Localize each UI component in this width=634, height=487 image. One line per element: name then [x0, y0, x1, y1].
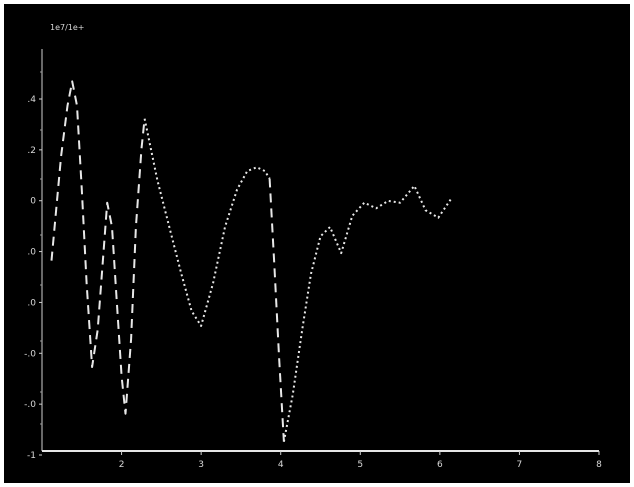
y-tick-label: 0 — [30, 197, 36, 207]
y-tick-label: -1 — [27, 451, 36, 461]
x-tick-label: 5 — [357, 460, 363, 470]
labels-group: 2 3 4 5 6 7 8 .4 .2 0 .0 .0 -.0 -.0 -1 1e7/1e+ — [24, 23, 602, 470]
series-line-dashed-segment — [268, 178, 285, 442]
y-tick-label: .0 — [27, 298, 36, 308]
series-line-dashed-segment — [50, 80, 146, 415]
y-tick-label: .0 — [27, 248, 36, 258]
x-tick-label: 7 — [517, 460, 523, 470]
x-tick-label: 6 — [437, 460, 443, 470]
y-tick-label: .2 — [27, 146, 36, 156]
series-line-dotted-segment — [282, 184, 452, 442]
x-tick-label: 8 — [596, 460, 602, 470]
corner-label: 1e7/1e+ — [50, 23, 85, 32]
x-tick-label: 3 — [198, 460, 204, 470]
series-group — [50, 80, 452, 442]
series-line-dotted-segment — [143, 118, 271, 327]
line-chart: 2 3 4 5 6 7 8 .4 .2 0 .0 .0 -.0 -.0 -1 1e7/1e+ — [24, 23, 602, 470]
axes — [39, 49, 600, 456]
y-tick-label: .4 — [27, 95, 36, 105]
chart-frame: 2 3 4 5 6 7 8 .4 .2 0 .0 .0 -.0 -.0 -1 1e7/1e+ — [4, 4, 630, 483]
y-tick-label: -.0 — [24, 349, 36, 359]
x-tick-label: 2 — [119, 460, 125, 470]
x-tick-label: 4 — [278, 460, 284, 470]
y-tick-label: -.0 — [24, 400, 36, 410]
